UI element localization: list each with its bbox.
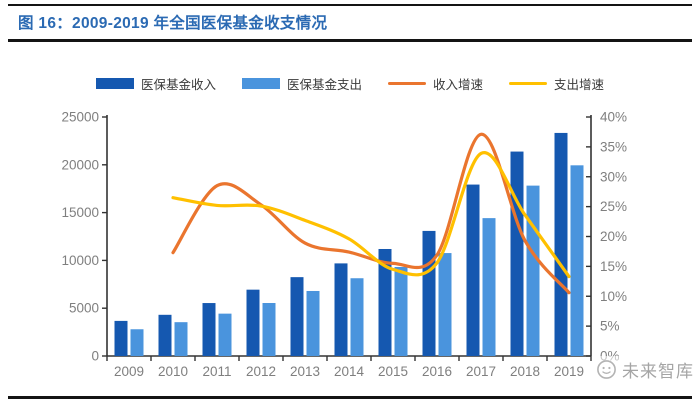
expenditure-bar <box>438 253 452 356</box>
expenditure-bar <box>174 322 188 356</box>
y-axis-label: 10000 <box>61 253 99 268</box>
x-axis-label: 2019 <box>554 364 584 379</box>
expenditure-bar <box>526 185 540 356</box>
x-axis-label: 2009 <box>114 364 144 379</box>
income-bar <box>114 320 128 356</box>
x-axis-label: 2012 <box>246 364 276 379</box>
legend-label: 收入增速 <box>433 78 484 92</box>
watermark-logo-icon <box>597 360 616 379</box>
x-axis-label: 2011 <box>202 364 231 379</box>
x-axis-label: 2015 <box>378 364 408 379</box>
expenditure-growth-line <box>171 151 571 279</box>
right-axis-label: 5% <box>600 319 620 334</box>
watermark-text: 未来智库 <box>622 362 694 381</box>
legend-bar-swatch <box>95 78 134 89</box>
right-axis-label: 40% <box>600 110 627 125</box>
chart-legend: 医保基金收入 医保基金支出 收入增速 支出增速 <box>0 74 700 93</box>
expenditure-bar <box>130 329 144 356</box>
bottom-rule <box>8 396 692 399</box>
legend-bar-swatch <box>241 78 280 89</box>
legend-item-2: 医保基金支出 <box>241 74 362 93</box>
y-axis-label: 5000 <box>69 301 99 316</box>
expenditure-bar <box>350 278 364 356</box>
watermark: 未来智库 <box>594 356 696 383</box>
title-rule <box>8 39 692 42</box>
right-axis-label: 25% <box>600 199 627 214</box>
income-bar <box>378 248 392 356</box>
income-bar <box>554 132 568 356</box>
figure-title: 图 16：2009-2019 年全国医保基金收支情况 <box>18 15 328 32</box>
x-axis-label: 2018 <box>510 364 540 379</box>
right-axis-label: 20% <box>600 229 627 244</box>
income-bar <box>422 230 436 356</box>
income-bar <box>246 289 260 356</box>
expenditure-bar <box>394 266 408 356</box>
legend-item-3: 收入增速 <box>388 74 483 93</box>
legend-label: 医保基金收入 <box>140 78 216 92</box>
legend-item-1: 医保基金收入 <box>95 74 216 93</box>
income-bar <box>290 277 304 356</box>
legend-line-swatch <box>509 81 548 86</box>
legend-item-4: 支出增速 <box>509 74 604 93</box>
income-bar <box>466 184 480 356</box>
x-axis-label: 2017 <box>466 364 496 379</box>
y-axis-label: 0 <box>91 349 99 364</box>
y-axis-label: 25000 <box>61 110 99 125</box>
expenditure-bar <box>570 165 584 356</box>
expenditure-bar <box>262 302 276 356</box>
top-rule <box>8 4 692 6</box>
x-axis-label: 2010 <box>158 364 188 379</box>
right-axis-label: 35% <box>600 139 627 154</box>
income-bar <box>158 314 172 356</box>
legend-label: 医保基金支出 <box>286 78 362 92</box>
y-axis-label: 15000 <box>61 205 99 220</box>
expenditure-bar <box>306 290 320 356</box>
right-axis-label: 15% <box>600 259 627 274</box>
x-axis-label: 2013 <box>290 364 320 379</box>
expenditure-bar <box>482 218 496 356</box>
expenditure-bar <box>218 313 232 356</box>
x-axis-label: 2014 <box>334 364 365 379</box>
x-axis-label: 2016 <box>422 364 452 379</box>
y-axis-label: 20000 <box>61 157 99 172</box>
legend-line-swatch <box>388 81 426 86</box>
income-bar <box>510 151 524 356</box>
income-growth-line <box>171 132 571 295</box>
income-bar <box>202 303 216 356</box>
legend-label: 支出增速 <box>554 78 605 92</box>
income-bar <box>334 263 348 356</box>
right-axis-label: 30% <box>600 169 627 184</box>
right-axis-label: 10% <box>600 289 627 304</box>
